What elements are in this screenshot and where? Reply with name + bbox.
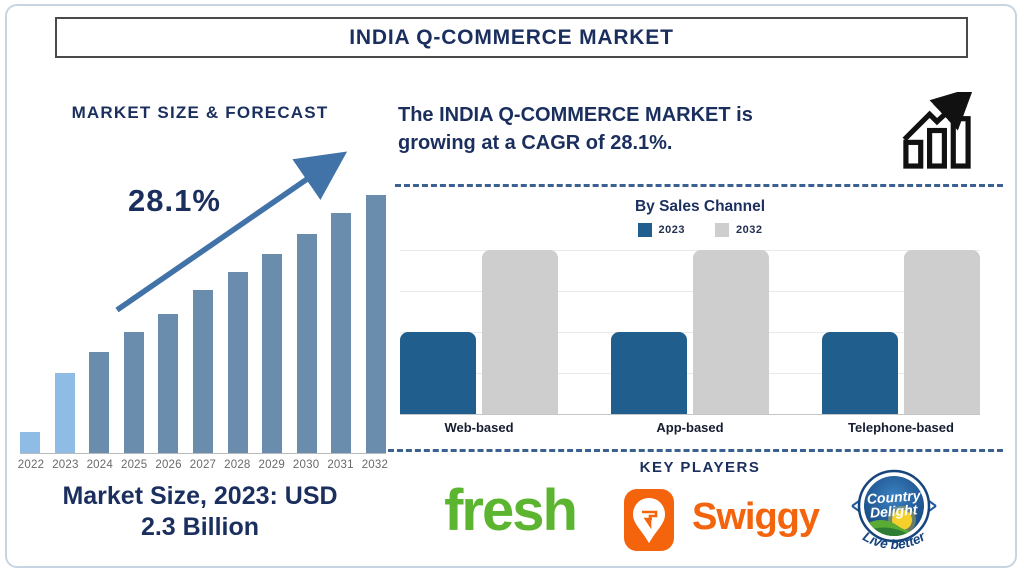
forecast-bar-2024 (89, 352, 110, 453)
gridline (400, 373, 980, 374)
dashed-divider-bottom (388, 449, 1003, 452)
forecast-bar-2027 (192, 290, 213, 453)
sales-channel-chart-title: By Sales Channel (634, 198, 766, 215)
market-size-line2: 2.3 Billion (140, 513, 260, 542)
country-delight-text-line2: Delight (869, 501, 919, 520)
forecast-bar-2030 (296, 233, 317, 453)
year-label: 2030 (292, 459, 320, 471)
gridline (400, 332, 980, 333)
legend-swatch (637, 223, 652, 237)
sales-channel-legend: 2023 2032 (400, 223, 1000, 237)
forecast-bar-2023 (54, 373, 75, 453)
year-label: 2029 (258, 459, 285, 471)
forecast-chart-title: MARKET SIZE & FORECAST (71, 103, 329, 122)
sales-axis-line (400, 414, 980, 415)
country-delight-tagline: Live better (860, 528, 928, 552)
sales-bar-2032 (693, 250, 769, 414)
market-size-line1: Market Size, 2023: USD (62, 482, 338, 510)
country-delight-text-line1: Country (866, 487, 922, 507)
sales-bar-2023 (611, 332, 687, 414)
sales-group-telephone-based (822, 250, 980, 414)
country-delight-logo: Country Delight Live better (851, 469, 937, 552)
year-label: 2028 (224, 459, 251, 471)
sales-bar-2023 (822, 332, 898, 414)
sales-category-labels: Web-based App-based Telephone-based (400, 420, 980, 435)
year-label: 2027 (189, 459, 217, 471)
forecast-bar-2029 (262, 254, 283, 453)
category-label: App-based (656, 420, 724, 435)
legend-swatch (715, 223, 729, 237)
year-label: 2022 (17, 459, 45, 471)
year-label: 2023 (52, 459, 79, 471)
forecast-bar-2032 (365, 195, 386, 453)
page-title: INDIA Q-COMMERCE MARKET (349, 25, 674, 49)
sales-group-app-based (611, 250, 769, 414)
gridline (400, 291, 980, 292)
year-label: 2024 (86, 459, 113, 471)
cagr-statement: The INDIA Q-COMMERCE MARKET is growing a… (398, 101, 878, 157)
market-size-callout: Market Size, 2023: USD 2.3 Billion (14, 481, 386, 544)
swiggy-logo-text: Swiggy (692, 496, 820, 538)
sales-bar-groups (400, 250, 980, 414)
forecast-bar-chart (20, 195, 386, 453)
year-label: 2025 (120, 459, 148, 471)
legend-item-2032: 2032 (715, 223, 762, 237)
year-label: 2026 (155, 459, 182, 471)
cagr-statement-line1: The INDIA Q-COMMERCE MARKET is (398, 104, 753, 126)
forecast-bar-2031 (331, 213, 352, 453)
sales-bar-2032 (904, 250, 980, 414)
forecast-axis-line (20, 453, 386, 454)
year-label: 2032 (361, 459, 389, 471)
cagr-annotation: 28.1% (128, 183, 221, 218)
category-label: Web-based (444, 420, 514, 435)
title-banner: INDIA Q-COMMERCE MARKET (55, 17, 968, 58)
year-label: 2031 (327, 459, 354, 471)
sales-bar-2032 (482, 250, 558, 414)
gridline (400, 250, 980, 251)
sales-bar-2023 (400, 332, 476, 414)
legend-item-2023: 2023 (637, 223, 685, 237)
forecast-bar-2026 (158, 313, 179, 453)
category-label: Telephone-based (848, 420, 954, 435)
growth-trend-arrow-icon (115, 151, 348, 313)
dashed-divider-top (395, 184, 1003, 187)
fresh-logo: fresh (444, 478, 578, 543)
bar-chart-growth-icon (902, 92, 974, 169)
forecast-bar-2022 (20, 432, 40, 453)
forecast-bar-2025 (123, 331, 144, 453)
sales-group-web-based (400, 250, 558, 414)
svg-text:Live better: Live better (860, 528, 928, 552)
swiggy-logo-icon (624, 489, 674, 551)
forecast-bar-2028 (227, 272, 248, 453)
legend-label: 2032 (736, 224, 763, 236)
cagr-statement-line2: growing at a CAGR of 28.1%. (398, 132, 673, 154)
legend-label: 2023 (658, 224, 685, 236)
forecast-year-labels: 2022 2023 2024 2025 2026 2027 2028 2029 2030 2031… (14, 459, 392, 471)
sales-channel-bar-chart (400, 250, 980, 415)
key-players-heading: KEY PLAYERS (639, 459, 761, 476)
